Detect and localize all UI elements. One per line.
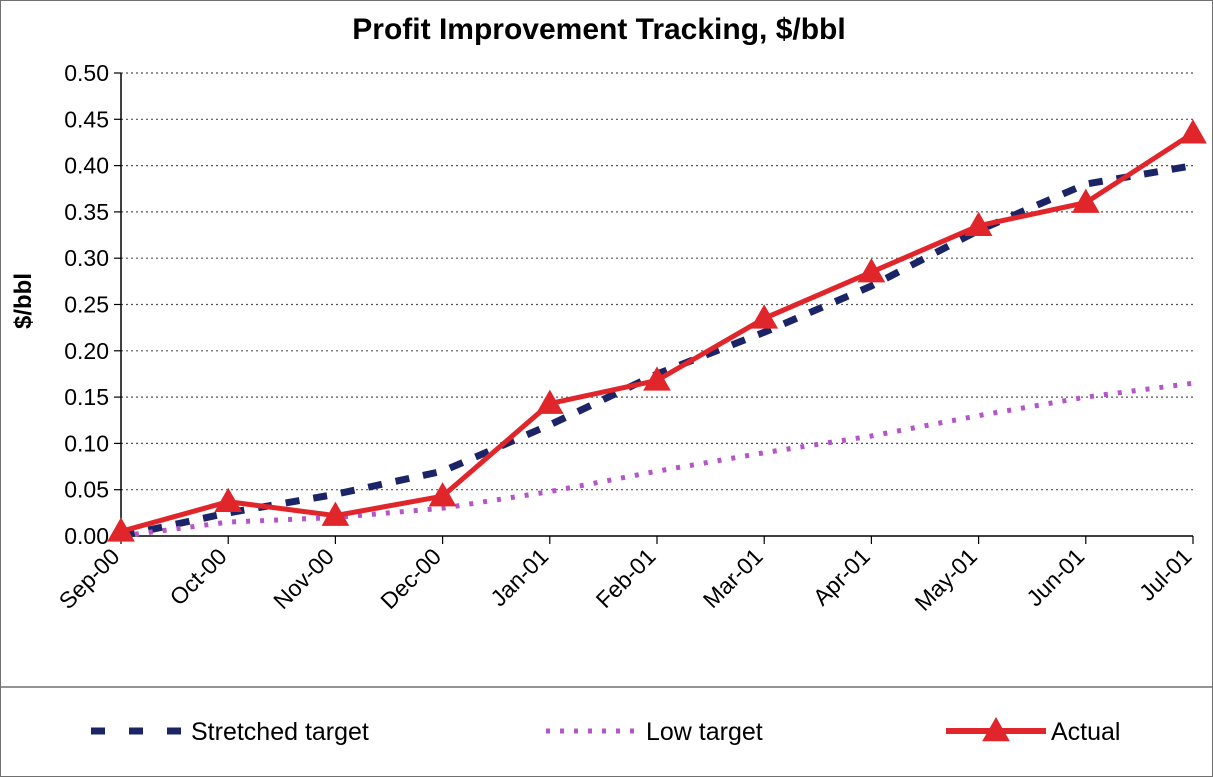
y-tick-label-0.25: 0.25 (64, 292, 109, 318)
legend-item-stretched-target: Stretched target (91, 718, 369, 746)
y-tick-label-0.15: 0.15 (64, 384, 109, 410)
legend-label-low-target: Low target (646, 718, 763, 746)
y-tick-label-0.35: 0.35 (64, 199, 109, 225)
series-line-low-target (120, 380, 1194, 539)
x-tick-label-Mar-01: Mar-01 (698, 543, 768, 613)
x-tick-label-Jun-01: Jun-01 (1021, 543, 1089, 611)
chart-title: Profit Improvement Tracking, $/bbl (352, 13, 845, 46)
legend-item-low-target: Low target (546, 718, 763, 746)
legend-marker-actual (982, 716, 1010, 742)
y-tick-label-0.45: 0.45 (64, 106, 109, 132)
y-tick-label-0.40: 0.40 (64, 153, 109, 179)
x-tick-label-Oct-00: Oct-00 (165, 543, 232, 610)
marker-actual-May-01 (964, 211, 993, 237)
y-tick-label-0.30: 0.30 (64, 245, 109, 271)
x-tick-label-Dec-00: Dec-00 (375, 543, 446, 614)
marker-actual-Jul-01 (1179, 119, 1207, 144)
x-tick-label-Feb-01: Feb-01 (591, 543, 661, 613)
y-tick-label-0.50: 0.50 (64, 60, 109, 86)
series-line-actual (120, 131, 1195, 534)
y-tick-label-0.00: 0.00 (64, 523, 109, 549)
marker-actual-Jan-01 (535, 389, 564, 414)
legend-label-stretched-target: Stretched target (191, 718, 369, 746)
y-tick-labels: 0.00 0.05 0.10 0.15 0.20 0.25 0.30 0.35 0.40 0.45… (64, 60, 109, 549)
marker-actual-Mar-01 (750, 304, 779, 329)
marker-actual-Oct-00 (214, 487, 243, 512)
x-tick-label-Nov-00: Nov-00 (268, 543, 339, 614)
axes (114, 72, 1194, 544)
y-axis-label: $/bbl (10, 273, 37, 329)
marker-actual-Feb-01 (643, 366, 671, 391)
x-tick-label-Jul-01: Jul-01 (1134, 543, 1197, 606)
legend: Stretched target Low target Actual (91, 716, 1120, 746)
y-tick-label-0.10: 0.10 (64, 430, 109, 456)
x-tick-label-Sep-00: Sep-00 (54, 543, 125, 614)
x-tick-labels: Sep-00 Oct-00 Nov-00 Dec-00 Jan-01 Feb-01 Mar-… (54, 543, 1197, 616)
y-tick-label-0.20: 0.20 (64, 338, 109, 364)
marker-actual-Apr-01 (857, 258, 886, 283)
marker-actual-Sep-00 (107, 517, 135, 542)
marker-actual-Nov-00 (321, 501, 350, 526)
series-lines (107, 119, 1207, 542)
marker-actual-Dec-00 (428, 482, 457, 507)
y-tick-label-0.05: 0.05 (64, 477, 109, 503)
x-tick-label-May-01: May-01 (910, 543, 983, 616)
marker-actual-Jun-01 (1071, 188, 1100, 213)
x-tick-label-Apr-01: Apr-01 (808, 543, 875, 610)
x-tick-label-Jan-01: Jan-01 (485, 543, 553, 611)
gridlines (121, 72, 1193, 491)
legend-item-actual: Actual (946, 716, 1120, 746)
legend-label-actual: Actual (1051, 718, 1120, 746)
